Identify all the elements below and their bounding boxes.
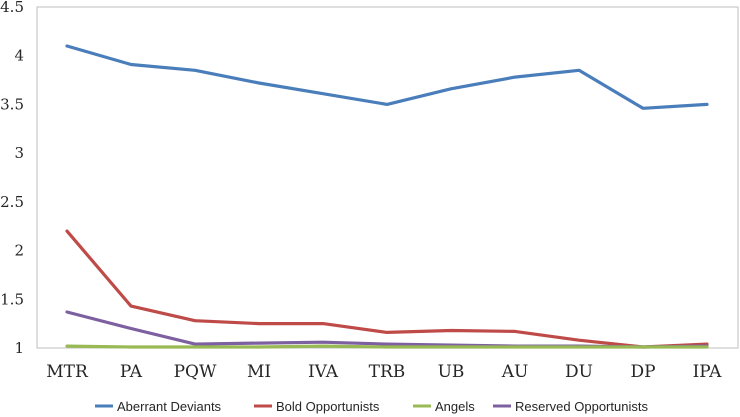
legend-item-bold-opportunists: Bold Opportunists — [254, 399, 380, 414]
legend-label: Angels — [435, 399, 475, 414]
y-tick-label: 4.5 — [0, 0, 24, 16]
x-tick-label: TRB — [369, 362, 406, 382]
y-tick-label: 3.5 — [0, 95, 24, 113]
y-axis-ticks: 1 1.5 2 2.5 3 3.5 4 4.5 — [0, 0, 24, 357]
y-tick-label: 1.5 — [0, 290, 24, 308]
plot-area — [36, 6, 739, 349]
series-line-angels — [65, 344, 709, 349]
x-tick-label: AU — [501, 362, 529, 382]
series-line-aberrant-deviants — [65, 44, 709, 110]
legend-label: Bold Opportunists — [276, 399, 380, 414]
legend-label: Reserved Opportunists — [515, 399, 648, 414]
x-tick-label: MI — [247, 362, 271, 382]
legend-item-angels: Angels — [413, 399, 475, 414]
series-line-bold-opportunists — [65, 229, 709, 349]
series-lines — [65, 44, 709, 349]
x-tick-label: MTR — [46, 362, 89, 382]
legend-label: Aberrant Deviants — [117, 399, 222, 414]
y-tick-label: 2.5 — [0, 193, 24, 211]
y-tick-label: 3 — [14, 144, 24, 162]
x-tick-label: DU — [565, 362, 593, 382]
x-tick-label: DP — [630, 362, 655, 382]
x-tick-label: UB — [438, 362, 465, 382]
x-tick-label: PQW — [174, 362, 217, 382]
y-tick-label: 4 — [14, 47, 24, 65]
legend: Aberrant Deviants Bold Opportunists Angels… — [95, 399, 648, 414]
y-tick-label: 1 — [14, 339, 24, 357]
x-axis-ticks: MTR PA PQW MI IVA TRB UB AU DU DP IPA — [46, 362, 722, 382]
legend-item-reserved-opportunists: Reserved Opportunists — [493, 399, 648, 414]
legend-item-aberrant-deviants: Aberrant Deviants — [95, 399, 222, 414]
x-tick-label: PA — [120, 362, 143, 382]
y-tick-label: 2 — [14, 242, 24, 260]
x-tick-label: IVA — [308, 362, 339, 382]
x-tick-label: IPA — [693, 362, 723, 382]
